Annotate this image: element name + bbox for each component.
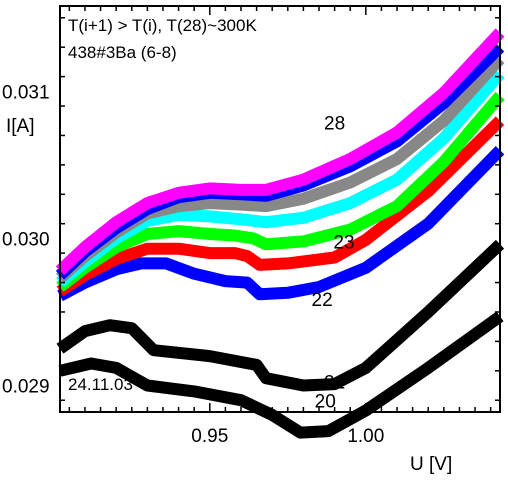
plot-frame xyxy=(59,5,501,413)
series-line-3 xyxy=(56,116,505,297)
y-axis-label: I[A] xyxy=(6,116,35,137)
y-tick-label: 0.029 xyxy=(2,377,50,398)
y-tick-label: 0.031 xyxy=(2,82,50,103)
x-axis-label: U [V] xyxy=(410,454,452,475)
series-label-28: 28 xyxy=(324,114,345,135)
x-tick-label: 0.95 xyxy=(191,426,228,447)
series-label-20: 20 xyxy=(315,392,336,413)
series-line-1 xyxy=(56,239,505,392)
series-line-2 xyxy=(57,146,505,302)
series-line-4 xyxy=(56,91,505,292)
label-layer: T(i+1) > T(i), T(28)~300K 438#3Ba (6-8) … xyxy=(6,16,452,475)
annotation-sample-id: 438#3Ba (6-8) xyxy=(68,43,177,62)
series-layer xyxy=(55,28,505,439)
series-line-8 xyxy=(55,28,505,276)
y-tick-label: 0.030 xyxy=(2,229,50,250)
annotation-date: 24.11.03 xyxy=(68,375,133,394)
x-tick-label: 1.00 xyxy=(347,426,384,447)
series-label-23: 23 xyxy=(333,233,354,254)
series-label-21: 21 xyxy=(324,372,345,393)
tick-layer: 0.95 1.00 0.029 0.030 0.031 xyxy=(2,6,500,447)
annotation-temperature: T(i+1) > T(i), T(28)~300K xyxy=(68,16,257,35)
series-label-22: 22 xyxy=(312,290,333,311)
